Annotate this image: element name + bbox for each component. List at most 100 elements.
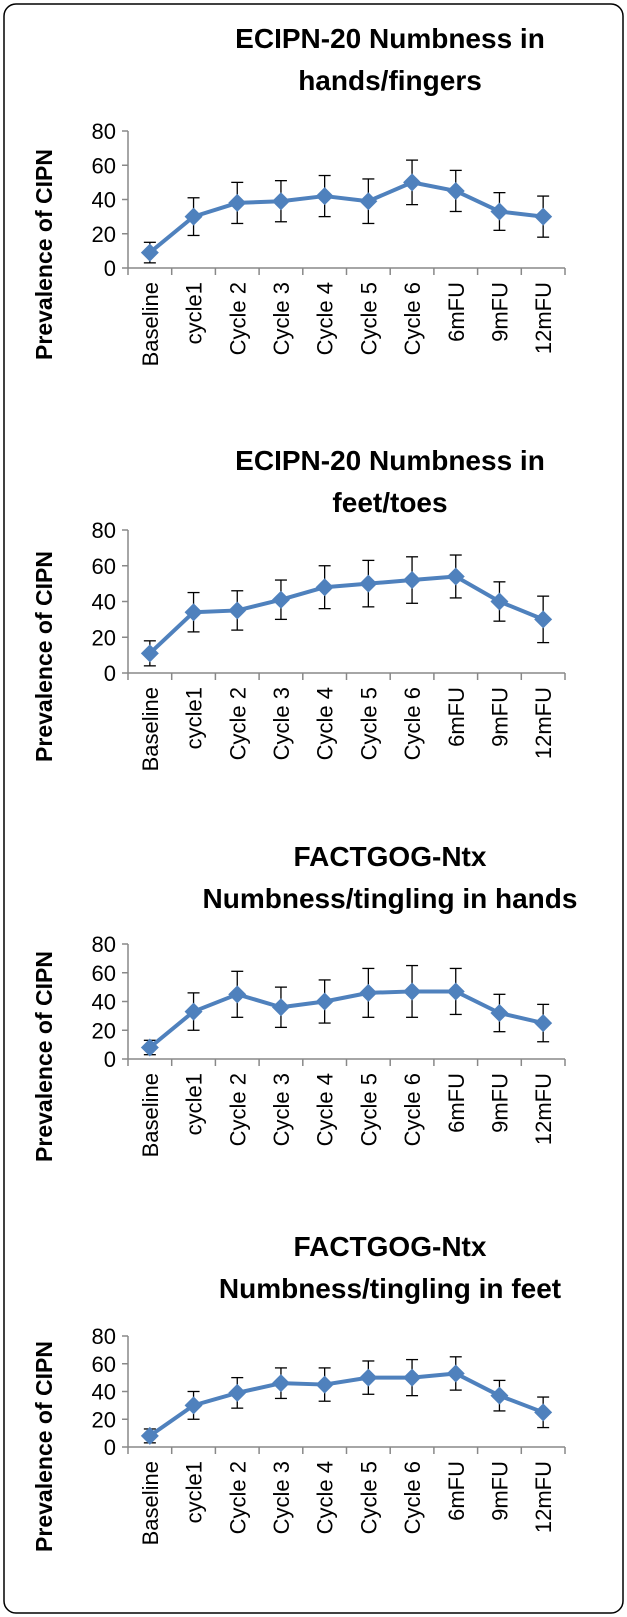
marker	[228, 601, 247, 620]
marker	[403, 982, 422, 1001]
marker	[271, 590, 290, 609]
x-tick-label: Cycle 3	[269, 282, 294, 355]
x-tick-label: Cycle 2	[225, 282, 250, 355]
marker	[271, 998, 290, 1017]
marker	[446, 181, 465, 200]
x-tick-label: 12mFU	[531, 1073, 556, 1145]
y-tick-label: 80	[92, 932, 116, 957]
x-tick-label: 9mFU	[487, 1461, 512, 1521]
x-tick-label: Cycle 5	[356, 282, 381, 355]
x-tick-label: cycle1	[182, 282, 207, 344]
x-tick-label: 9mFU	[487, 1073, 512, 1133]
marker	[446, 567, 465, 586]
marker	[534, 1014, 553, 1033]
x-tick-label: Cycle 3	[269, 1073, 294, 1146]
x-tick-label: Cycle 3	[269, 687, 294, 760]
data-line	[148, 180, 544, 255]
x-tick-label: 12mFU	[531, 687, 556, 759]
y-tick-label: 80	[92, 119, 116, 144]
marker	[359, 983, 378, 1002]
y-axis-label: Prevalence of CIPN	[31, 149, 57, 360]
x-tick-label: Cycle 4	[313, 687, 338, 760]
y-tick-label: 60	[92, 554, 116, 579]
x-tick-label: Baseline	[138, 1073, 163, 1157]
x-tick-label: cycle1	[182, 1461, 207, 1523]
y-tick-label: 80	[92, 518, 116, 543]
y-tick-label: 20	[92, 1407, 116, 1432]
x-tick-label: Cycle 4	[313, 1461, 338, 1534]
marker	[184, 1002, 203, 1021]
x-tick-label: Cycle 2	[225, 687, 250, 760]
data-line	[148, 574, 544, 655]
marker	[184, 1396, 203, 1415]
data-line	[148, 1371, 544, 1438]
x-tick-label: 6mFU	[444, 282, 469, 342]
marker	[228, 193, 247, 212]
x-tick-label: Cycle 5	[356, 1461, 381, 1534]
y-tick-label: 60	[92, 153, 116, 178]
marker	[490, 202, 509, 221]
marker	[446, 982, 465, 1001]
x-tick-label: Cycle 6	[400, 282, 425, 355]
marker	[403, 571, 422, 590]
x-tick-label: Baseline	[138, 282, 163, 366]
marker	[359, 192, 378, 211]
chart-title: FACTGOG-Ntx Numbness/tingling in hands	[202, 841, 578, 914]
y-tick-label: 40	[92, 590, 116, 615]
marker	[140, 1426, 159, 1445]
marker	[228, 1383, 247, 1402]
x-tick-label: Cycle 6	[400, 1073, 425, 1146]
x-tick-label: Cycle 4	[313, 1073, 338, 1146]
marker	[534, 610, 553, 629]
marker	[490, 592, 509, 611]
marker	[271, 192, 290, 211]
y-tick-label: 0	[104, 1435, 116, 1460]
marker	[140, 1038, 159, 1057]
x-tick-label: cycle1	[182, 687, 207, 749]
y-axis-label: Prevalence of CIPN	[31, 1341, 57, 1552]
y-tick-label: 0	[104, 256, 116, 281]
marker	[228, 985, 247, 1004]
x-tick-label: cycle1	[182, 1073, 207, 1135]
marker	[271, 1374, 290, 1393]
y-tick-label: 20	[92, 222, 116, 247]
x-tick-label: Cycle 5	[356, 1073, 381, 1146]
marker	[315, 1375, 334, 1394]
frame	[3, 3, 624, 1614]
y-tick-label: 40	[92, 990, 116, 1015]
marker	[359, 574, 378, 593]
y-tick-label: 80	[92, 1324, 116, 1349]
marker	[140, 644, 159, 663]
chart: Prevalence of CIPN 0 20 40 60 80 Baseline cycle…	[31, 119, 566, 366]
data-line	[148, 989, 544, 1050]
x-tick-label: Cycle 4	[313, 282, 338, 355]
marker	[315, 187, 334, 206]
x-tick-label: 6mFU	[444, 1073, 469, 1133]
x-tick-label: 12mFU	[531, 1461, 556, 1533]
x-tick-label: Cycle 6	[400, 687, 425, 760]
x-tick-label: Cycle 3	[269, 1461, 294, 1534]
y-tick-label: 20	[92, 625, 116, 650]
marker	[534, 1403, 553, 1422]
chart-title: FACTGOG-Ntx Numbness/tingling in feet	[218, 1231, 562, 1304]
x-tick-label: Cycle 2	[225, 1461, 250, 1534]
y-tick-label: 60	[92, 961, 116, 986]
marker	[359, 1368, 378, 1387]
marker	[184, 603, 203, 622]
marker	[490, 1386, 509, 1405]
chart-title: ECIPN-20 Numbness in hands/fingers	[235, 23, 545, 96]
x-tick-label: Baseline	[138, 1461, 163, 1545]
x-tick-label: Cycle 2	[225, 1073, 250, 1146]
y-tick-label: 40	[92, 188, 116, 213]
y-axis-label: Prevalence of CIPN	[31, 951, 57, 1162]
x-tick-label: 6mFU	[444, 687, 469, 747]
marker	[534, 207, 553, 226]
marker	[403, 173, 422, 192]
y-axis-label: Prevalence of CIPN	[31, 551, 57, 762]
y-tick-label: 60	[92, 1352, 116, 1377]
marker	[184, 207, 203, 226]
